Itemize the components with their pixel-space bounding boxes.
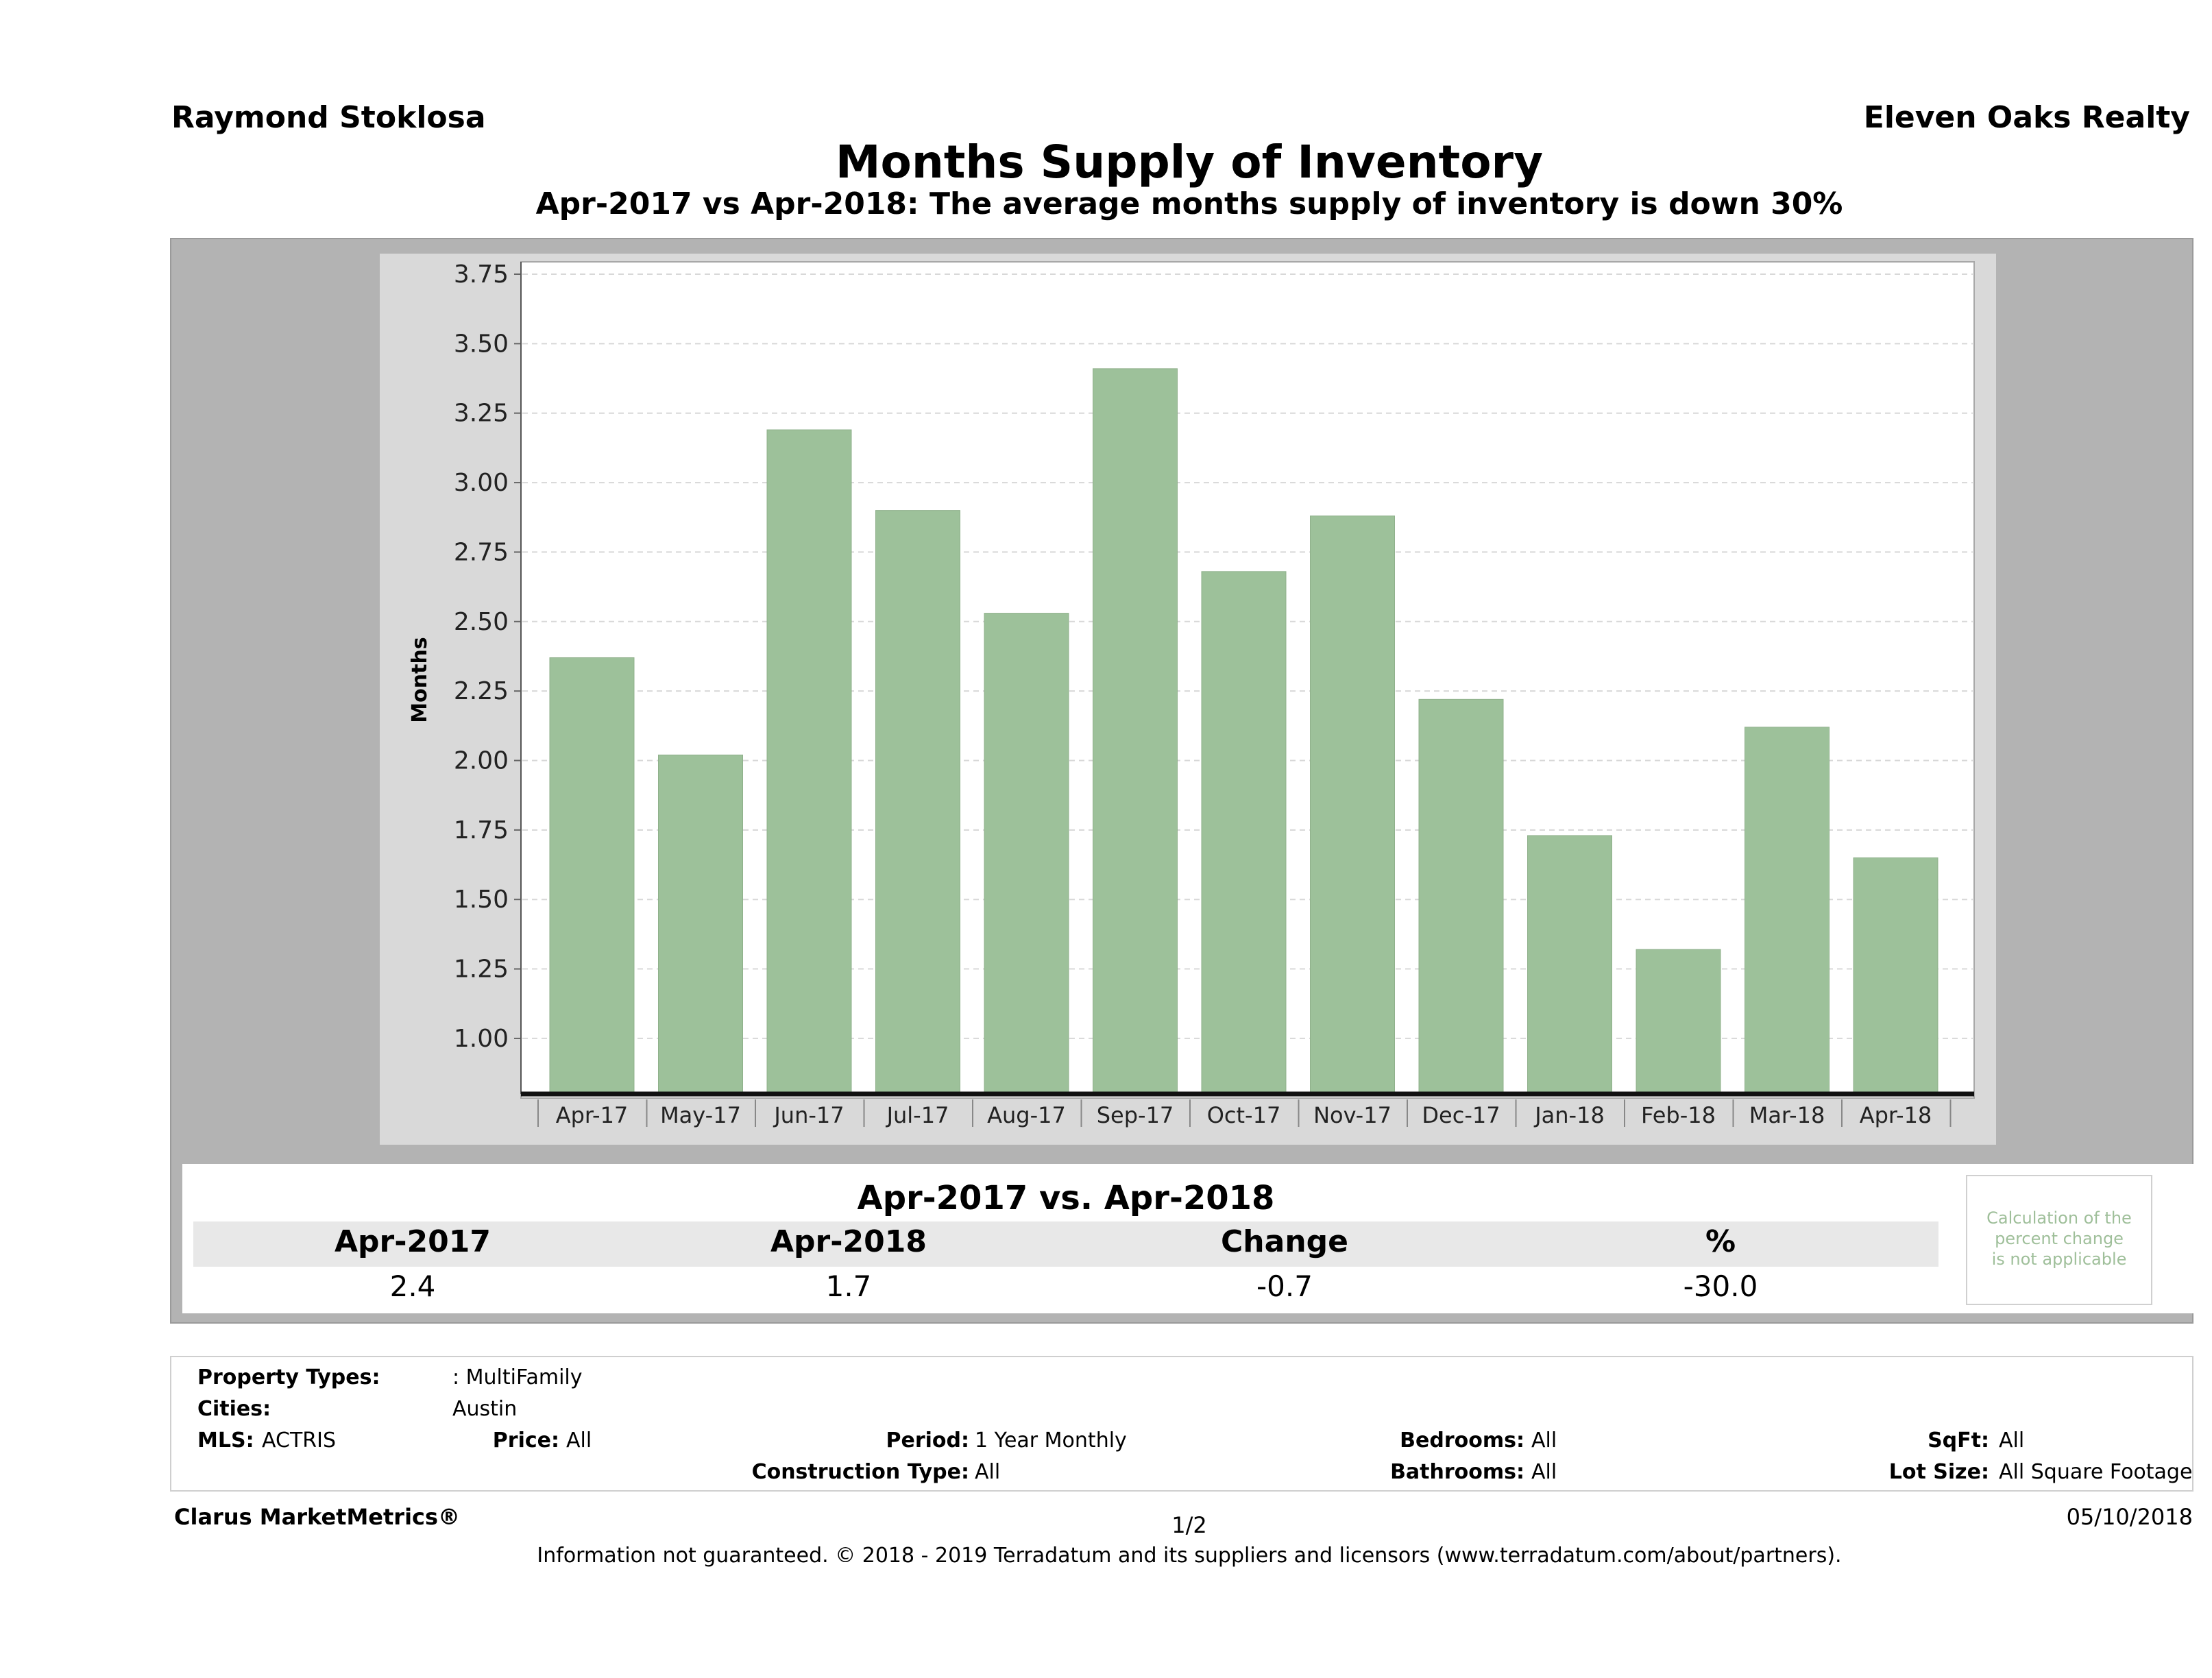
y-tick-label: 2.00 <box>454 746 509 775</box>
x-tick-label: May-17 <box>660 1102 741 1128</box>
bar <box>766 429 852 1095</box>
bar <box>1201 571 1287 1095</box>
y-tick-label: 1.50 <box>454 886 509 914</box>
page-number: 1/2 <box>1171 1512 1207 1538</box>
mls-label: MLS: <box>197 1428 254 1452</box>
bars <box>549 368 1938 1095</box>
search-criteria-box <box>170 1356 2193 1492</box>
bathrooms-value: All <box>1531 1460 1557 1484</box>
comparison-header-percent: % <box>1705 1224 1736 1259</box>
x-tick-label: Apr-17 <box>556 1102 629 1128</box>
axes: 1.00 1.25 1.50 1.75 2.00 2.25 2.50 2.75 3.00 3.25… <box>454 260 1974 1128</box>
y-axis-label: Months <box>408 637 432 722</box>
bar <box>984 613 1069 1095</box>
sqft-label: SqFt: <box>1928 1428 1989 1452</box>
construction-type-label: Construction Type: <box>751 1460 969 1484</box>
y-tick-label: 3.50 <box>454 330 509 358</box>
x-tick-label: Nov-17 <box>1313 1102 1391 1128</box>
bar-chart: 1.00 1.25 1.50 1.75 2.00 2.25 2.50 2.75 3.00 3.25… <box>408 260 1975 1128</box>
y-tick-label: 1.75 <box>454 816 509 844</box>
y-tick-label: 3.25 <box>454 400 509 428</box>
brokerage-name: Eleven Oaks Realty <box>1863 100 2190 135</box>
y-tick-label: 2.75 <box>454 538 509 566</box>
comparison-value-row <box>193 1268 1938 1308</box>
comparison-value-apr-2018: 1.7 <box>825 1269 872 1303</box>
y-tick-label: 1.25 <box>454 956 509 984</box>
x-tick-label: Mar-18 <box>1749 1102 1825 1128</box>
report-date: 05/10/2018 <box>2066 1504 2193 1530</box>
period-label: Period: <box>886 1428 970 1452</box>
x-tick-label: Oct-17 <box>1207 1102 1281 1128</box>
comparison-header-apr-2018: Apr-2018 <box>770 1224 927 1259</box>
bar <box>1745 727 1830 1095</box>
bar <box>1093 368 1178 1095</box>
x-tick-label: Sep-17 <box>1097 1102 1174 1128</box>
comparison-header-row <box>193 1221 1938 1267</box>
x-tick-label: Dec-17 <box>1422 1102 1500 1128</box>
bar <box>1310 515 1395 1095</box>
property-types-value: : MultiFamily <box>452 1365 583 1389</box>
bar <box>1418 698 1504 1095</box>
comparison-header-change: Change <box>1221 1224 1348 1259</box>
sqft-value: All <box>1999 1428 2025 1452</box>
comparison-header-apr-2017: Apr-2017 <box>335 1224 491 1259</box>
x-tick-label: Jul-17 <box>886 1102 949 1128</box>
x-tick-label: Aug-17 <box>987 1102 1066 1128</box>
price-label: Price: <box>492 1428 559 1452</box>
bar <box>658 754 743 1095</box>
comparison-title: Apr-2017 vs. Apr-2018 <box>193 1175 1938 1223</box>
cities-value: Austin <box>452 1397 518 1421</box>
x-tick-label: Feb-18 <box>1641 1102 1716 1128</box>
price-value: All <box>566 1428 592 1452</box>
construction-type-value: All <box>975 1460 1001 1484</box>
x-tick-label: Jun-17 <box>773 1102 844 1128</box>
comparison-value-change: -0.7 <box>1256 1269 1313 1303</box>
footer-brand: Clarus MarketMetrics® <box>174 1504 461 1530</box>
y-tick-label: 3.75 <box>454 260 509 289</box>
x-tick-label: Jan-18 <box>1533 1102 1605 1128</box>
bar <box>1636 949 1721 1095</box>
bedrooms-label: Bedrooms: <box>1400 1428 1524 1452</box>
period-value: 1 Year Monthly <box>975 1428 1127 1452</box>
y-tick-label: 3.00 <box>454 469 509 497</box>
lot-size-label: Lot Size: <box>1888 1460 1989 1484</box>
percent-note: Calculation of the percent change is not… <box>1966 1208 2152 1269</box>
percent-note-box <box>1966 1175 2152 1305</box>
bedrooms-value: All <box>1531 1428 1557 1452</box>
bar <box>875 510 960 1095</box>
percent-note-line: percent change <box>1995 1229 2124 1248</box>
cities-label: Cities: <box>197 1397 271 1421</box>
bathrooms-label: Bathrooms: <box>1390 1460 1524 1484</box>
percent-note-line: is not applicable <box>1991 1250 2127 1269</box>
chart-subtitle: Apr-2017 vs Apr-2018: The average months… <box>535 186 1843 221</box>
agent-name: Raymond Stoklosa <box>171 100 486 135</box>
lot-size-value: All Square Footage <box>1999 1460 2193 1484</box>
x-tick-label: Apr-18 <box>1860 1102 1932 1128</box>
mls-value: ACTRIS <box>262 1428 337 1452</box>
y-tick-label: 2.25 <box>454 677 509 705</box>
y-tick-label: 1.00 <box>454 1025 509 1053</box>
comparison-value-percent: -30.0 <box>1683 1269 1758 1303</box>
bar <box>1853 857 1938 1095</box>
percent-note-line: Calculation of the <box>1986 1208 2132 1228</box>
comparison-value-apr-2017: 2.4 <box>389 1269 436 1303</box>
bar <box>1527 835 1612 1095</box>
chart-title: Months Supply of Inventory <box>835 136 1544 189</box>
property-types-label: Property Types: <box>197 1365 380 1389</box>
bar <box>549 657 635 1095</box>
legal-disclaimer: Information not guaranteed. © 2018 - 201… <box>537 1544 1842 1568</box>
y-tick-label: 2.50 <box>454 608 509 636</box>
